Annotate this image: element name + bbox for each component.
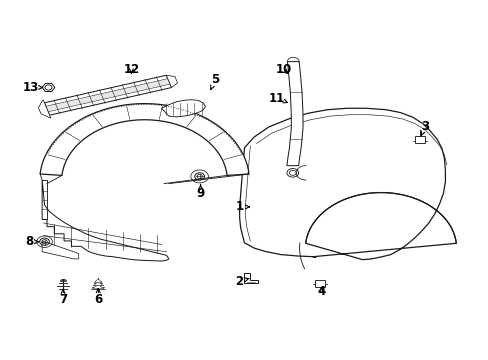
Text: 5: 5: [210, 73, 219, 89]
Text: 13: 13: [23, 81, 42, 94]
Text: 7: 7: [59, 289, 67, 306]
Polygon shape: [40, 104, 248, 175]
Polygon shape: [92, 285, 104, 288]
Polygon shape: [94, 279, 102, 283]
Text: 6: 6: [94, 289, 102, 306]
Text: 1: 1: [235, 201, 249, 213]
Polygon shape: [42, 84, 55, 91]
Polygon shape: [414, 136, 424, 143]
Text: 10: 10: [275, 63, 291, 76]
Polygon shape: [42, 241, 79, 259]
Polygon shape: [315, 280, 325, 287]
Polygon shape: [244, 273, 258, 283]
Text: 8: 8: [25, 235, 39, 248]
Polygon shape: [93, 282, 103, 285]
Text: 2: 2: [235, 275, 249, 288]
Polygon shape: [42, 180, 168, 261]
Polygon shape: [161, 100, 205, 117]
Text: 12: 12: [123, 63, 139, 76]
Polygon shape: [46, 78, 170, 112]
Text: 3: 3: [420, 121, 428, 136]
Text: 9: 9: [196, 184, 204, 200]
Polygon shape: [39, 100, 51, 118]
Text: 4: 4: [317, 285, 325, 298]
Polygon shape: [286, 62, 303, 166]
Text: 11: 11: [268, 92, 287, 105]
Polygon shape: [239, 108, 455, 260]
Polygon shape: [44, 75, 171, 115]
Polygon shape: [166, 75, 177, 87]
